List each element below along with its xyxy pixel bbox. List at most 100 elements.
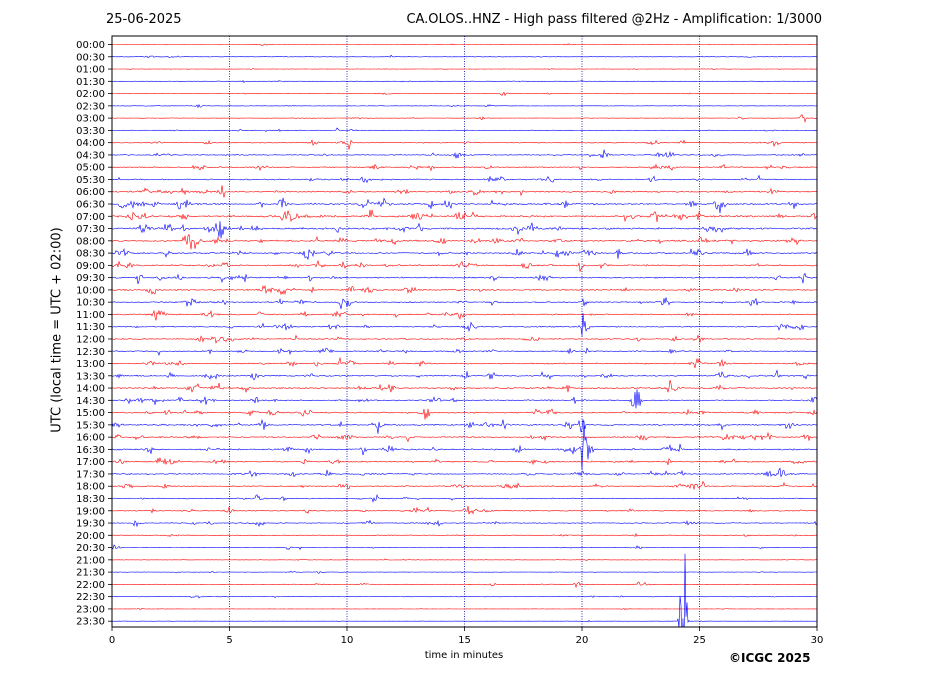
y-tick-label: 08:30	[76, 249, 105, 260]
trace-row-13:30	[112, 369, 817, 381]
y-tick-label: 03:30	[76, 126, 105, 137]
y-tick-label: 17:30	[76, 469, 105, 480]
y-tick-label: 20:30	[76, 543, 105, 554]
y-tick-label: 05:00	[76, 163, 105, 174]
y-tick-label: 05:30	[76, 175, 105, 186]
trace-row-02:00	[112, 91, 817, 97]
trace-row-06:00	[112, 185, 817, 198]
y-tick-label: 16:00	[76, 433, 105, 444]
y-tick-label: 11:30	[76, 322, 105, 333]
trace-row-18:30	[112, 494, 817, 503]
y-tick-label: 19:00	[76, 506, 105, 517]
plot-frame	[111, 35, 818, 628]
y-tick-label: 12:00	[76, 334, 105, 345]
trace-row-12:30	[112, 347, 817, 356]
trace-row-14:00	[112, 379, 817, 393]
y-tick-label: 18:00	[76, 482, 105, 493]
trace-row-07:00	[112, 209, 817, 223]
trace-row-08:30	[112, 247, 817, 260]
y-tick-label: 02:30	[76, 101, 105, 112]
y-tick-label: 01:00	[76, 65, 105, 76]
trace-row-21:00	[112, 558, 817, 562]
trace-row-19:00	[112, 505, 817, 515]
trace-row-08:00	[112, 233, 817, 250]
y-tick-label: 21:30	[76, 568, 105, 579]
date-label: 25-06-2025	[106, 12, 182, 27]
trace-row-22:30	[112, 595, 817, 599]
x-tick-label: 0	[109, 635, 115, 646]
y-tick-label: 21:00	[76, 555, 105, 566]
x-tick-label: 15	[458, 635, 471, 646]
trace-row-20:30	[112, 544, 817, 551]
gridlines	[229, 36, 700, 627]
x-tick-label: 5	[226, 635, 232, 646]
trace-row-18:00	[112, 480, 817, 490]
trace-row-04:00	[112, 138, 817, 150]
y-tick-label: 01:30	[76, 77, 105, 88]
y-tick-label: 03:00	[76, 114, 105, 125]
copyright-label: ©ICGC 2025	[729, 651, 811, 665]
trace-row-17:00	[112, 456, 817, 466]
x-tick-label: 20	[576, 635, 589, 646]
trace-row-01:00	[112, 68, 817, 71]
trace-row-01:30	[112, 79, 817, 84]
chart-title: CA.OLOS..HNZ - High pass filtered @2Hz -…	[406, 12, 822, 27]
y-tick-label: 00:30	[76, 52, 105, 63]
y-tick-label: 08:00	[76, 236, 105, 247]
y-tick-label: 09:30	[76, 273, 105, 284]
trace-row-20:00	[112, 532, 817, 537]
trace-row-15:00	[112, 408, 817, 420]
y-tick-label: 20:00	[76, 531, 105, 542]
seismic-traces	[112, 43, 817, 627]
y-tick-label: 19:30	[76, 519, 105, 530]
x-tick-label: 25	[693, 635, 706, 646]
y-tick-label: 22:30	[76, 592, 105, 603]
trace-row-09:00	[112, 259, 817, 272]
trace-row-11:30	[112, 313, 817, 336]
x-axis-label: time in minutes	[424, 650, 504, 661]
y-tick-label: 16:30	[76, 445, 105, 456]
y-tick-label: 10:00	[76, 285, 105, 296]
y-tick-label: 02:00	[76, 89, 105, 100]
trace-row-02:30	[112, 104, 817, 109]
trace-row-10:00	[112, 284, 817, 296]
trace-row-04:30	[112, 149, 817, 159]
trace-row-05:00	[112, 163, 817, 172]
trace-row-09:30	[112, 272, 817, 285]
y-tick-label: 11:00	[76, 310, 105, 321]
trace-row-00:30	[112, 54, 817, 59]
y-tick-label: 22:00	[76, 580, 105, 591]
trace-row-23:00	[112, 607, 817, 611]
trace-row-07:30	[112, 221, 817, 239]
trace-row-19:30	[112, 519, 817, 528]
trace-row-21:30	[112, 570, 817, 574]
trace-row-15:30	[112, 418, 817, 434]
y-tick-label: 17:00	[76, 457, 105, 468]
x-tick-label: 30	[811, 635, 824, 646]
y-tick-label: 23:00	[76, 604, 105, 615]
y-tick-label: 18:30	[76, 494, 105, 505]
trace-row-00:00	[112, 43, 817, 46]
y-tick-label: 13:00	[76, 359, 105, 370]
trace-row-13:00	[112, 357, 817, 369]
y-tick-label: 15:30	[76, 420, 105, 431]
x-tick-label: 10	[341, 635, 354, 646]
y-tick-label: 04:00	[76, 138, 105, 149]
y-tick-label: 06:00	[76, 187, 105, 198]
trace-row-06:30	[112, 197, 817, 214]
trace-row-16:30	[112, 420, 817, 471]
trace-row-17:30	[112, 467, 817, 478]
y-tick-label: 00:00	[76, 40, 105, 51]
y-tick-label: 14:30	[76, 396, 105, 407]
y-tick-label: 15:00	[76, 408, 105, 419]
y-tick-label: 10:30	[76, 298, 105, 309]
y-tick-label: 13:30	[76, 371, 105, 382]
trace-row-16:00	[112, 431, 817, 443]
trace-row-03:00	[112, 114, 817, 123]
y-tick-label: 09:00	[76, 261, 105, 272]
trace-row-05:30	[112, 174, 817, 184]
y-tick-label: 06:30	[76, 200, 105, 211]
trace-row-11:00	[112, 309, 817, 321]
